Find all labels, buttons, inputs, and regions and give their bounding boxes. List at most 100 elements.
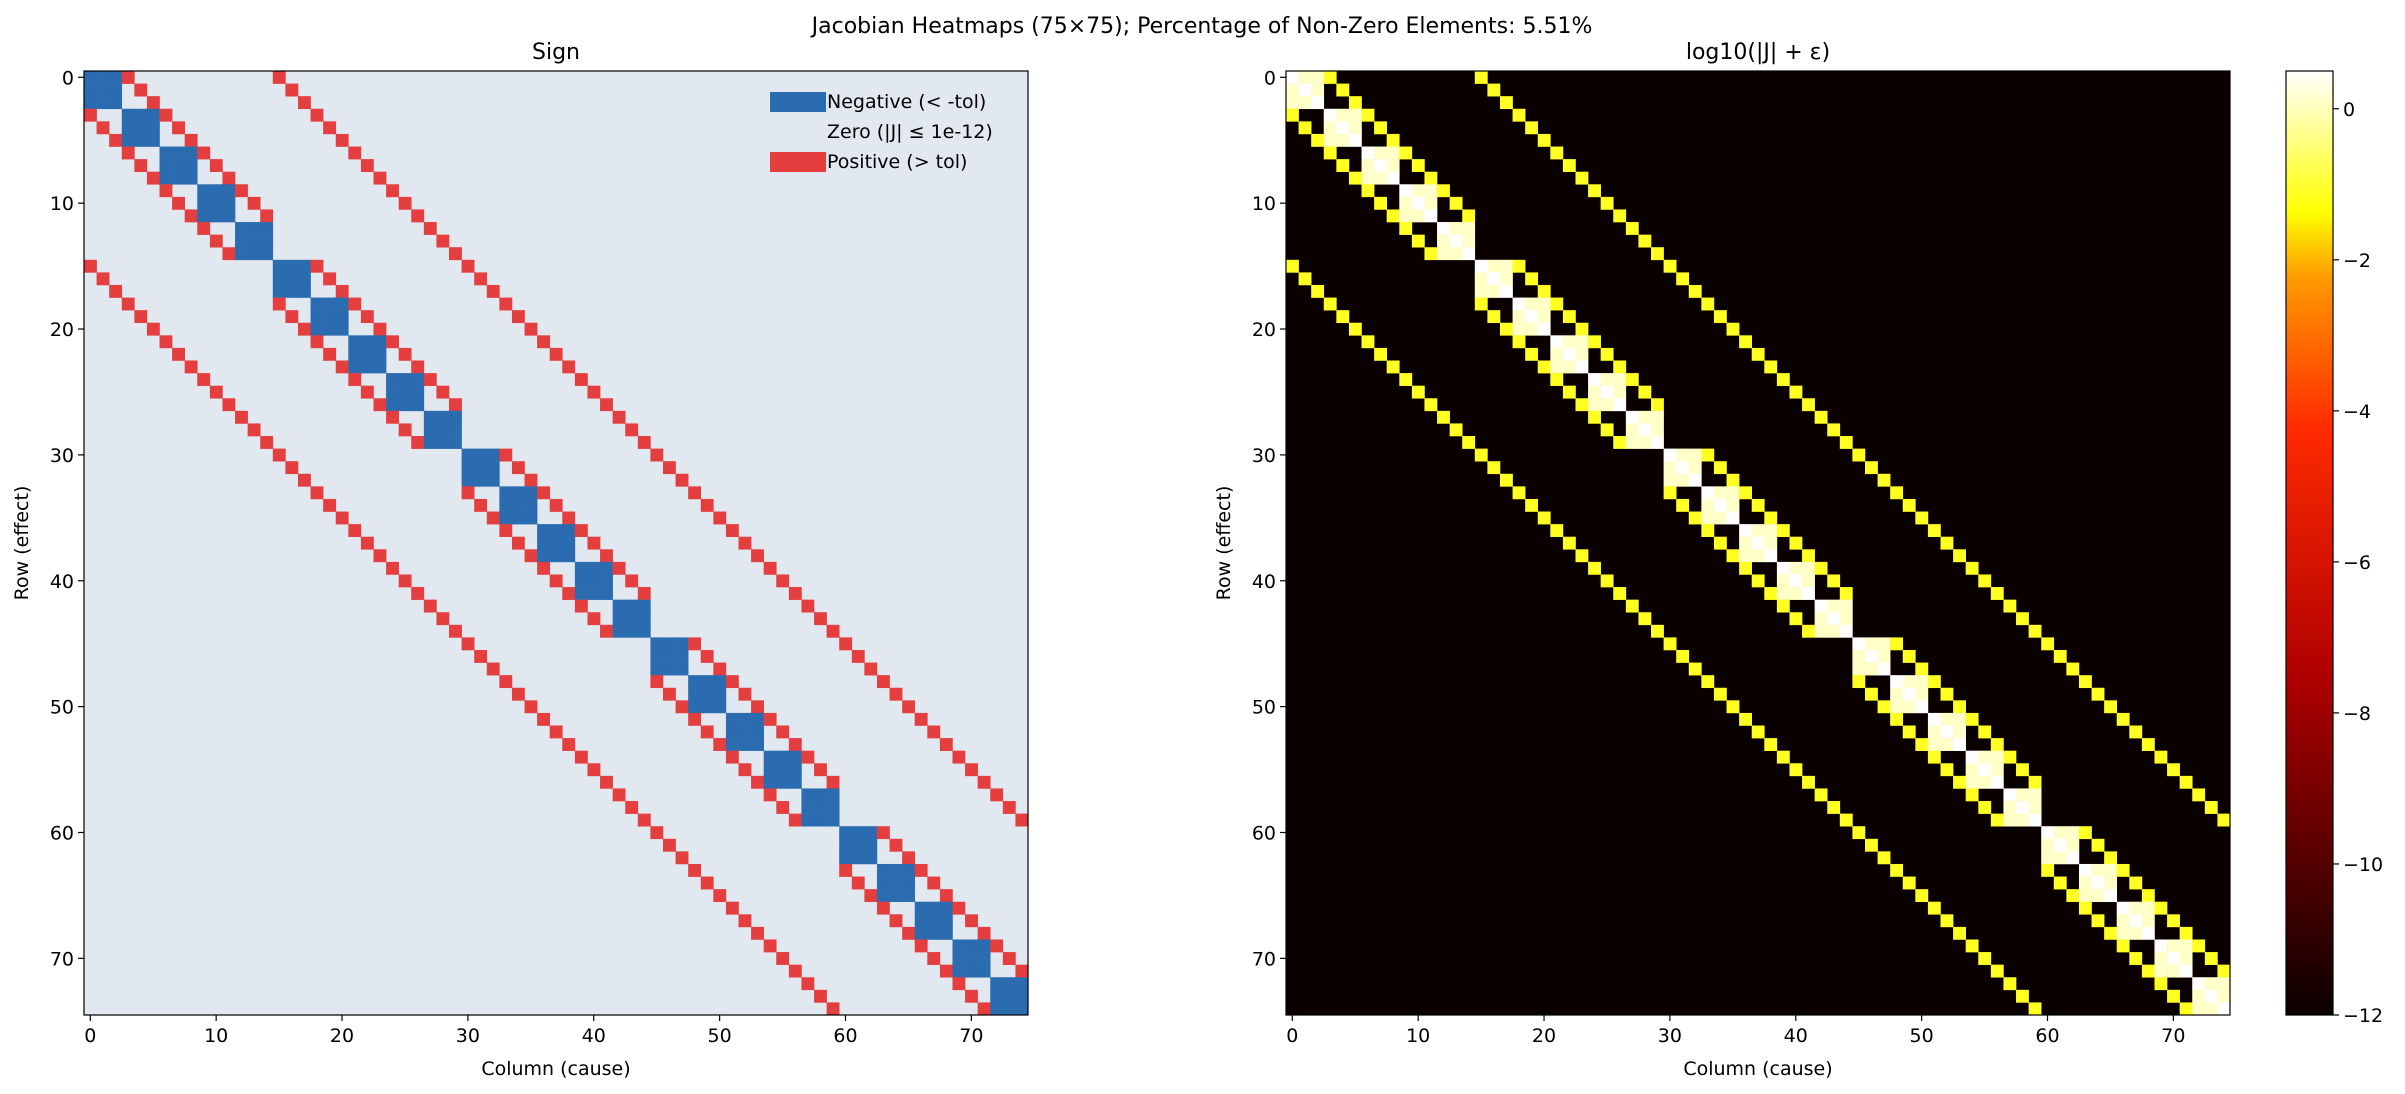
y-tick-label: 60 [1252, 822, 1276, 844]
log-cell [1499, 473, 1513, 487]
log-cell [1751, 524, 1765, 538]
log-cell [2192, 989, 2206, 1003]
log-cell [2192, 788, 2206, 802]
log-cell [1613, 385, 1627, 399]
log-cell [1600, 385, 1614, 399]
sign-cell [549, 574, 563, 588]
log-cell [2091, 687, 2105, 701]
sign-cell [864, 851, 878, 865]
log-cell [1512, 297, 1526, 311]
sign-cell [600, 587, 613, 600]
log-cell [1311, 133, 1325, 147]
sign-cell [398, 385, 412, 399]
log-cell [1348, 108, 1362, 122]
sign-cell [927, 876, 941, 890]
log-heatmap-frame [1285, 70, 2231, 1016]
sign-cell [411, 436, 425, 449]
sign-cell [423, 222, 437, 235]
log-cell [1537, 310, 1551, 324]
sign-cell [814, 612, 827, 626]
sign-cell [600, 561, 613, 575]
x-tick-label: 20 [1532, 1025, 1556, 1047]
sign-cell [310, 297, 324, 311]
log-cell [1323, 71, 1337, 84]
y-tick-label: 10 [1252, 193, 1276, 215]
log-cell [1562, 335, 1576, 349]
log-cell [1688, 461, 1702, 475]
x-tick-label: 60 [2035, 1025, 2059, 1047]
log-cell [1726, 700, 1740, 714]
sign-cell [360, 536, 374, 550]
sign-cell [889, 687, 903, 701]
sign-cell [386, 373, 399, 386]
log-cell [1361, 108, 1375, 122]
sign-cell [788, 587, 802, 600]
log-cell [2016, 989, 2029, 1003]
log-cell [2217, 1002, 2231, 1016]
sign-cell [650, 637, 664, 651]
log-cell [1890, 687, 1904, 701]
log-cell [1613, 373, 1627, 386]
log-cell [1437, 184, 1450, 198]
sign-cell [637, 436, 651, 449]
log-cell [2104, 851, 2118, 865]
sign-cell [146, 322, 160, 336]
sign-cell [537, 561, 551, 575]
sign-cell [398, 398, 412, 412]
y-tick-label: 60 [50, 822, 74, 844]
sign-cell [688, 712, 702, 726]
sign-cell [977, 775, 991, 789]
sign-cell [524, 498, 538, 512]
sign-cell [637, 612, 651, 626]
log-cell [2217, 977, 2231, 991]
log-cell [1562, 310, 1576, 324]
sign-cell [612, 788, 626, 802]
sign-cell [348, 335, 362, 349]
sign-cell [965, 989, 978, 1003]
log-cell [1990, 964, 2004, 978]
log-cell [1512, 322, 1526, 336]
log-cell [1789, 536, 1803, 550]
sign-cell [323, 322, 337, 336]
sign-cell [436, 410, 450, 424]
sign-cell [776, 952, 790, 965]
log-cell [1739, 524, 1753, 538]
sign-cell [184, 209, 198, 223]
log-cell [1726, 549, 1740, 563]
sign-cell [146, 108, 160, 122]
sign-cell [335, 310, 349, 324]
log-cell [1814, 599, 1828, 613]
sign-cell [864, 889, 878, 903]
log-cell [1462, 222, 1476, 235]
sign-cell [184, 171, 198, 185]
log-cell [1537, 133, 1551, 147]
log-cell [1814, 561, 1828, 575]
log-cell [1651, 247, 1664, 261]
log-cell [1789, 574, 1803, 588]
log-cell [1361, 184, 1375, 198]
sign-cell [801, 599, 815, 613]
log-cell [1562, 536, 1576, 550]
sign-cell [801, 788, 815, 802]
log-cell [1739, 712, 1753, 726]
sign-cell [285, 310, 299, 324]
sign-cell [562, 738, 576, 751]
log-cell [1802, 587, 1815, 600]
sign-cell [449, 247, 462, 261]
log-cell [2116, 926, 2130, 940]
legend-label-zero: Zero (|J| ≤ 1e-12) [827, 121, 993, 143]
legend-swatch-zero [770, 122, 826, 142]
log-cell [1739, 486, 1753, 500]
sign-cell [600, 398, 613, 412]
log-cell [1525, 347, 1539, 361]
sign-cell [524, 486, 538, 500]
sign-cell [146, 121, 160, 135]
sign-cell [247, 196, 261, 210]
sign-cell [209, 196, 223, 210]
log-cell [1550, 373, 1564, 386]
sign-cell [297, 284, 311, 298]
legend-swatch-positive [770, 152, 826, 172]
sign-cell [436, 385, 450, 399]
sign-cell [209, 234, 223, 248]
log-cell [2003, 750, 2017, 764]
